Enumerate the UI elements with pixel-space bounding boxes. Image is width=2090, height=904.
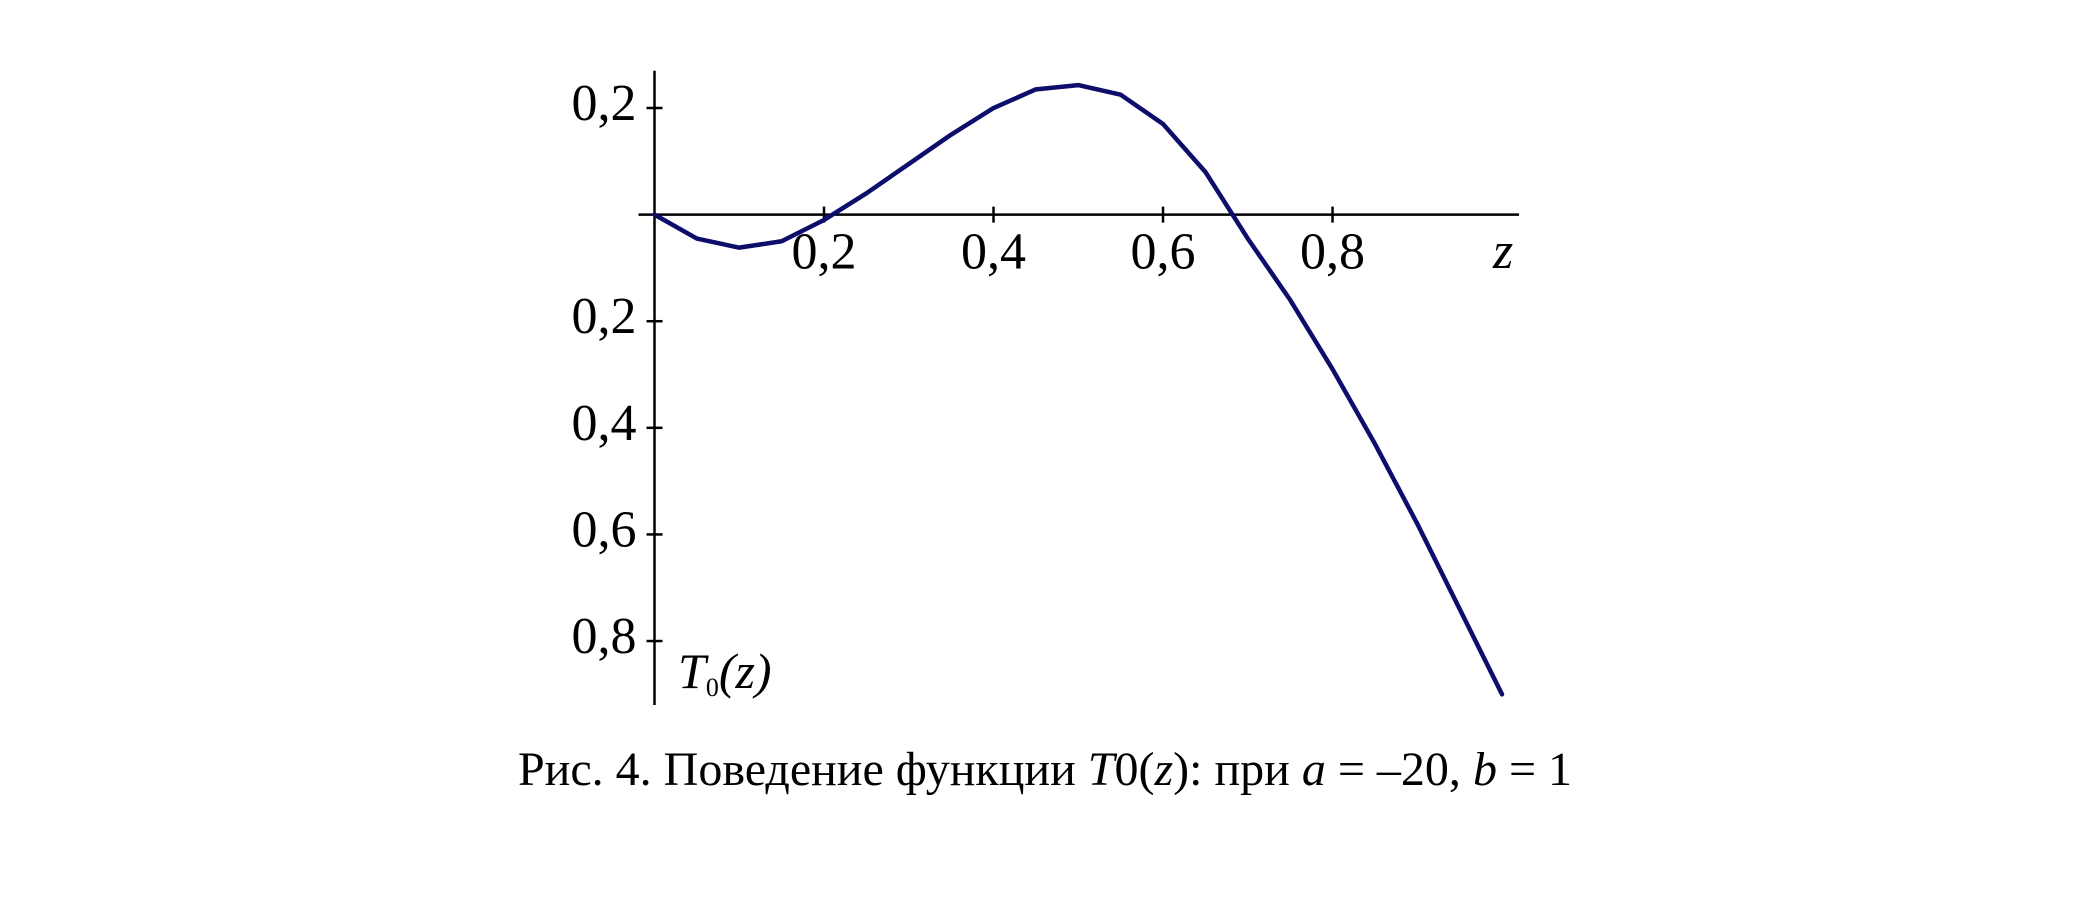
caption-part: T bbox=[1088, 743, 1118, 796]
line-series bbox=[652, 82, 1505, 697]
caption-part: a bbox=[1302, 743, 1326, 796]
y-label-main: T bbox=[678, 643, 709, 699]
y-axis-label: T0(z) bbox=[678, 643, 772, 702]
caption: Рис. 4. Поведение функции T0(z): при a =… bbox=[518, 743, 1572, 796]
y-label-sub: 0 bbox=[706, 673, 719, 702]
x-axis-label: z bbox=[1492, 223, 1513, 280]
caption-part: ( bbox=[1138, 743, 1154, 796]
caption-part: ): при bbox=[1173, 743, 1302, 796]
y-tick-label: 0,2 bbox=[572, 75, 637, 132]
x-tick-label: 0,6 bbox=[1131, 224, 1196, 281]
caption-part: b bbox=[1473, 743, 1497, 796]
x-tick-label: 0,4 bbox=[961, 224, 1026, 281]
caption-part: = –20, bbox=[1326, 743, 1473, 796]
caption-part: z bbox=[1153, 743, 1173, 796]
y-tick-label: 0,6 bbox=[572, 501, 637, 558]
y-tick-label: 0,2 bbox=[572, 288, 637, 345]
y-tick-label: 0,8 bbox=[572, 608, 637, 665]
caption-part: Рис. 4. Поведение функции bbox=[518, 743, 1088, 796]
caption-part: 0 bbox=[1114, 743, 1138, 796]
y-label-rest: (z) bbox=[719, 643, 772, 699]
caption-part: = 1 bbox=[1497, 743, 1572, 796]
x-tick-label: 0,8 bbox=[1300, 224, 1365, 281]
y-tick-label: 0,4 bbox=[572, 395, 637, 452]
